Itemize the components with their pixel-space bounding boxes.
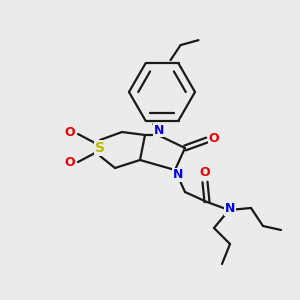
Text: N: N	[225, 202, 235, 215]
Text: O: O	[200, 167, 210, 179]
Text: O: O	[65, 127, 75, 140]
Text: S: S	[95, 141, 105, 155]
Text: O: O	[209, 133, 219, 146]
Text: N: N	[173, 169, 183, 182]
Text: N: N	[154, 124, 164, 136]
Text: O: O	[65, 157, 75, 169]
